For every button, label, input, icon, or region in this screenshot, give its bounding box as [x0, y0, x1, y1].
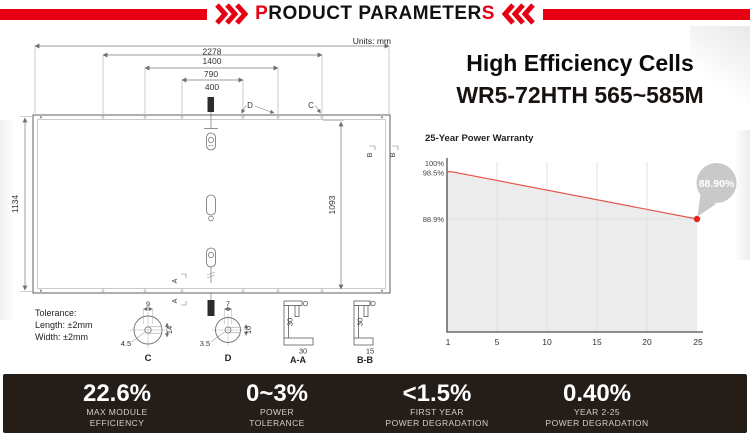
stat-module-efficiency: 22.6% MAX MODULE EFFICIENCY [37, 381, 197, 433]
hole-detail-leaders: D C [241, 101, 321, 114]
warranty-chart: 25-Year Power Warranty 88.90% 100% 98.5%… [423, 133, 737, 347]
background-swoosh-top-right [690, 26, 750, 136]
svg-text:10: 10 [542, 337, 552, 347]
chart-y-labels: 100% 98.5% 88.9% [423, 159, 445, 224]
stat-label-line: FIRST YEAR [410, 407, 464, 417]
section-a-marks: A A [172, 273, 187, 306]
section-aa-name: A-A [290, 355, 306, 365]
header-bar-right [542, 8, 750, 20]
chart-axes [446, 158, 703, 333]
detail-d-side-dim: 10 [244, 326, 253, 334]
detail-c-side-dim: 14 [165, 326, 174, 334]
section-aa-height-dim: 30 [286, 318, 295, 326]
dim-label-1134: 1134 [10, 195, 20, 214]
stat-label-line: MAX MODULE [86, 407, 148, 417]
detail-c-name: C [145, 353, 152, 364]
detail-view-c: 9 14 4.5 C [121, 300, 174, 365]
section-aa-profile: 30 30 A-A [283, 300, 314, 365]
tolerance-width: Width: ±2mm [35, 332, 88, 342]
page-title: PRODUCT PARAMETERS [255, 0, 495, 28]
svg-text:15: 15 [592, 337, 602, 347]
svg-text:25: 25 [693, 337, 703, 347]
tolerance-length: Length: ±2mm [35, 320, 92, 330]
section-bb-width-dim: 15 [366, 347, 374, 356]
svg-text:A: A [172, 278, 179, 283]
tolerance-note: Tolerance: Length: ±2mm Width: ±2mm [35, 308, 92, 342]
warranty-bubble-value: 88.90% [699, 178, 735, 190]
page-title-first-letter: P [255, 3, 269, 24]
product-model: WR5-72HTH 565~585M [456, 82, 704, 108]
dim-label-400: 400 [205, 82, 219, 92]
svg-text:B: B [367, 152, 374, 157]
stat-label-line: EFFICIENCY [89, 417, 145, 428]
extension-lines [34, 46, 390, 114]
header: PRODUCT PARAMETERS [0, 0, 750, 28]
detail-d-name: D [225, 353, 232, 364]
svg-text:88.9%: 88.9% [423, 215, 445, 224]
stat-label-line: YEAR 2-25 [573, 407, 621, 417]
detail-d-hole-dim: 3.5 [200, 339, 210, 348]
dim-label-2278: 2278 [203, 47, 222, 57]
stat-first-year-degradation: <1.5% FIRST YEAR POWER DEGRADATION [357, 381, 517, 433]
page-title-last-letter: S [481, 3, 495, 24]
mounting-holes [39, 115, 384, 293]
stat-power-tolerance: 0~3% POWER TOLERANCE [197, 381, 357, 433]
stat-value: 0.40% [562, 380, 632, 407]
stat-label-line: TOLERANCE [249, 417, 305, 428]
width-dimension-lines [34, 43, 390, 83]
height-dimension-left: 1134 [10, 116, 32, 292]
warranty-endpoint-dot [693, 215, 701, 223]
chart-gridlines [447, 162, 697, 332]
stat-value: <1.5% [402, 380, 472, 407]
panel-drawing: Units: mm 2278 1400 790 400 [10, 36, 399, 365]
background-swoosh-right [734, 130, 750, 260]
leader-label-c: C [308, 101, 314, 110]
triple-chevron-left-icon [501, 3, 535, 25]
detail-d-top-dim: 7 [226, 300, 230, 309]
svg-text:98.5%: 98.5% [423, 169, 445, 178]
chart-title: 25-Year Power Warranty [425, 133, 534, 144]
detail-c-top-dim: 9 [146, 300, 150, 309]
chart-area-fill [447, 172, 697, 332]
page-title-middle: RODUCT PARAMETER [268, 3, 482, 24]
stat-value: 22.6% [82, 380, 152, 407]
section-bb-name: B-B [357, 355, 373, 365]
tolerance-title: Tolerance: [35, 308, 77, 318]
section-aa-width-dim: 30 [299, 347, 307, 356]
detail-view-d: 7 10 3.5 D [200, 300, 253, 365]
stat-label-line: POWER [259, 407, 295, 417]
stat-label-line: POWER DEGRADATION [385, 417, 489, 428]
dim-label-1093: 1093 [327, 195, 337, 214]
stat-value: 0~3% [245, 380, 309, 407]
width-dimension-labels: 2278 1400 790 400 [203, 47, 222, 93]
svg-text:20: 20 [642, 337, 652, 347]
stat-label-line: POWER DEGRADATION [545, 417, 649, 428]
chart-x-labels: 1 5 10 15 20 25 [446, 337, 703, 347]
height-dimension-right: 1093 [323, 120, 344, 290]
stat-year-2-25-degradation: 0.40% YEAR 2-25 POWER DEGRADATION [517, 381, 677, 433]
product-title: High Efficiency Cells [466, 50, 694, 76]
dim-label-790: 790 [204, 69, 218, 79]
warranty-bubble: 88.90% [696, 163, 737, 217]
svg-text:A: A [172, 298, 179, 303]
section-bb-height-dim: 30 [356, 318, 365, 326]
warranty-line [446, 170, 698, 220]
product-info: High Efficiency Cells WR5-72HTH 565~585M [415, 48, 745, 110]
svg-text:B: B [390, 152, 397, 157]
triple-chevron-right-icon [215, 3, 249, 25]
dim-label-1400: 1400 [203, 56, 222, 66]
svg-text:100%: 100% [425, 159, 445, 168]
leader-label-d: D [247, 101, 253, 110]
detail-c-hole-dim: 4.5 [121, 339, 131, 348]
stats-bar: 22.6% MAX MODULE EFFICIENCY 0~3% POWER T… [3, 374, 747, 433]
header-bar-left [0, 8, 208, 20]
svg-text:1: 1 [446, 337, 451, 347]
svg-text:5: 5 [495, 337, 500, 347]
junction-box-and-cables [204, 97, 218, 316]
units-label: Units: mm [353, 36, 391, 46]
section-b-marks: B B [367, 145, 399, 157]
background-swoosh-left [0, 120, 14, 320]
section-bb-profile: 30 15 B-B [353, 300, 376, 365]
